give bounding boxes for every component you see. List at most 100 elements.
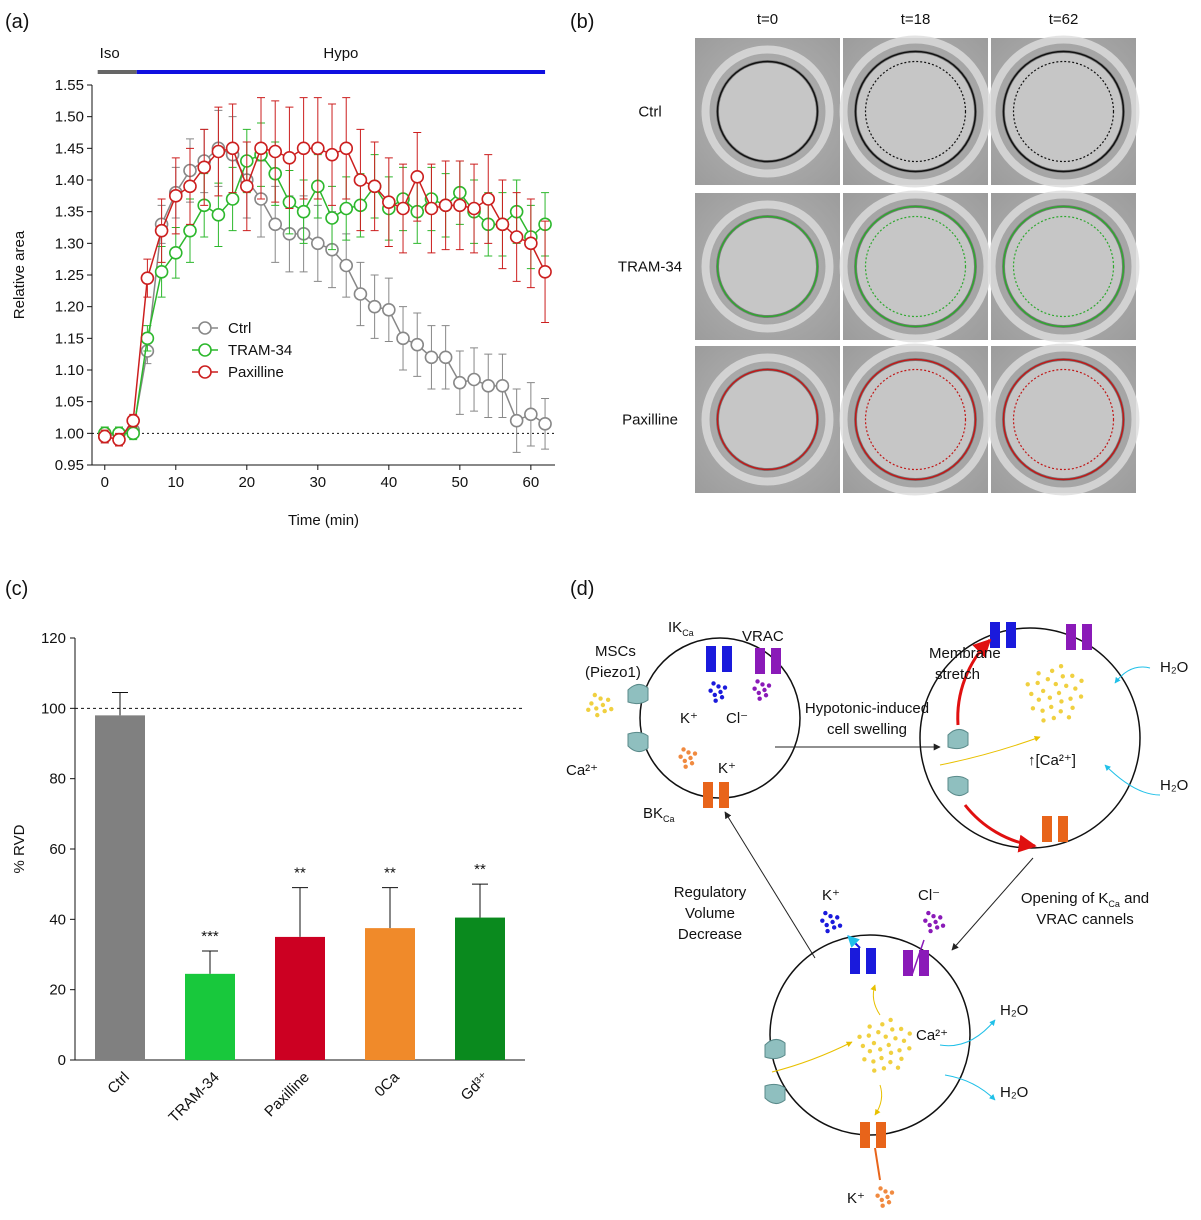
ion-dot: [711, 681, 716, 686]
y-tick-label: 1.45: [55, 140, 84, 157]
x-tick-label: 60: [523, 474, 540, 491]
ik-channel: [990, 622, 1016, 648]
column-label: t=0: [757, 11, 778, 28]
ion-dot: [871, 1040, 877, 1046]
stretch-arrow: [956, 638, 992, 726]
halo: [987, 343, 1140, 496]
ion-dot: [883, 1034, 888, 1039]
y-tick-label: 1.15: [55, 330, 84, 347]
ca-arrow: [870, 984, 881, 1016]
ion-dot: [766, 683, 772, 688]
data-point: [126, 413, 140, 428]
ion-dot: [763, 693, 769, 698]
halo: [987, 35, 1140, 188]
data-point: [396, 331, 410, 346]
ion-dot: [1025, 682, 1030, 687]
ion-dot: [901, 1038, 907, 1044]
ion-dot: [886, 1042, 891, 1048]
bar: [365, 928, 415, 1060]
ion-dot: [602, 708, 607, 714]
ion-dot: [678, 754, 683, 759]
contour: [1002, 358, 1125, 481]
ion-dot: [931, 914, 936, 919]
label: VRAC cannels: [1036, 911, 1134, 928]
ion-dot: [879, 1197, 885, 1203]
ion-dot: [686, 750, 691, 755]
ion-dot: [907, 1046, 912, 1051]
x-tick-label: Paxilline: [261, 1069, 313, 1121]
contour: [716, 368, 819, 471]
ion-dot: [712, 692, 718, 698]
ion-dot: [592, 692, 598, 698]
data-point: [424, 350, 439, 365]
ion-dot: [890, 1027, 895, 1032]
ion-dot: [722, 685, 728, 690]
error-bar: [112, 692, 128, 716]
ion-dot: [933, 919, 938, 925]
data-point: [495, 217, 510, 232]
ion-dot: [926, 910, 931, 916]
data-point: [467, 201, 481, 216]
y-tick-label: 120: [41, 630, 66, 647]
initial-contour: [1012, 60, 1115, 163]
ion-dot: [589, 701, 594, 706]
ion-dot: [719, 695, 725, 700]
ion-dot: [760, 682, 765, 687]
data-point: [367, 299, 382, 314]
arrow: [951, 857, 1034, 951]
ion-dot: [1058, 663, 1064, 669]
initial-contour: [1012, 215, 1115, 318]
data-point: [168, 246, 183, 260]
ion-dot: [867, 1049, 873, 1054]
data-point: [126, 426, 140, 441]
data-point: [112, 432, 126, 447]
ion-dot: [857, 1034, 862, 1040]
ion-dot: [825, 928, 830, 934]
efflux-arrow: [911, 939, 925, 976]
label: Hypotonic-induced: [805, 700, 929, 717]
label: H₂O: [1000, 1002, 1028, 1019]
ion-dot: [609, 706, 614, 712]
ion-dot: [688, 755, 693, 761]
contour: [854, 358, 977, 481]
legend-label: Paxilline: [228, 364, 284, 381]
ion-dot: [860, 1043, 866, 1049]
bar: [95, 715, 145, 1060]
data-point: [538, 417, 552, 431]
contour: [854, 50, 977, 173]
ion-dot: [1041, 718, 1046, 723]
ion-dot: [598, 696, 603, 701]
ion-dot: [823, 910, 828, 916]
data-point: [168, 189, 183, 203]
legend-label: TRAM-34: [228, 342, 292, 359]
column-label: t=18: [901, 11, 931, 28]
ion-dot: [1049, 668, 1055, 674]
arrow: [724, 811, 816, 959]
contour: [1002, 50, 1125, 173]
ion-dot: [866, 1033, 872, 1038]
water-arrow: [939, 1019, 996, 1047]
significance: **: [384, 865, 396, 882]
ion-dot: [875, 1193, 880, 1198]
ion-dot: [1036, 697, 1042, 702]
bk-channel: [860, 1122, 886, 1148]
ion-dot: [1060, 674, 1065, 679]
y-tick-label: 0: [58, 1052, 66, 1069]
initial-contour: [1012, 368, 1115, 471]
legend-marker: [198, 365, 212, 379]
error-bar: [382, 887, 398, 929]
data-point: [353, 173, 368, 187]
ion-dot: [692, 751, 698, 756]
ion-dot: [938, 915, 943, 920]
contour: [716, 60, 819, 163]
x-tick-label: Ctrl: [104, 1069, 133, 1098]
ion-dot: [898, 1026, 904, 1032]
data-point: [268, 217, 283, 232]
label: Cl⁻: [918, 887, 940, 904]
ion-dot: [876, 1029, 881, 1035]
data-point: [183, 179, 197, 194]
ca-arrow: [939, 736, 1041, 766]
ca-arrow: [874, 1084, 883, 1116]
data-point: [424, 201, 439, 216]
